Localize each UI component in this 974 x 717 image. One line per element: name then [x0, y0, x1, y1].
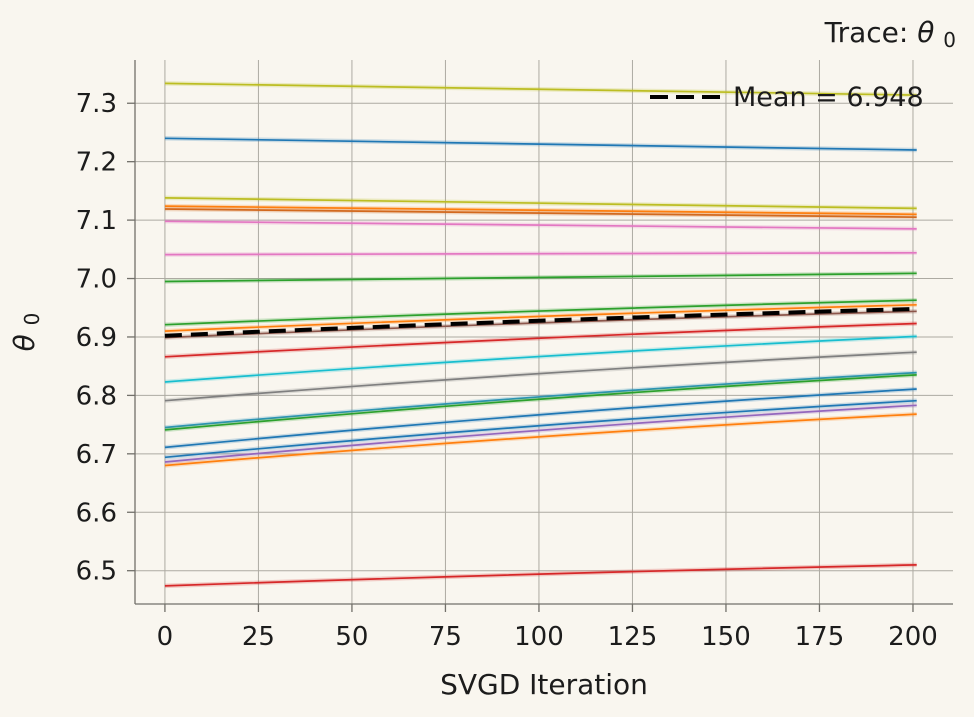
- y-tick-label: 6.5: [76, 557, 117, 587]
- plot-title-prefix: Trace:: [824, 16, 918, 49]
- y-tick-label: 6.8: [76, 381, 117, 411]
- trace-line: [164, 413, 917, 467]
- trace-line: [164, 205, 917, 216]
- y-tick-labels: 6.5 6.6 6.7 6.8 6.9 7.0 7.1 7.2 7.3: [76, 89, 117, 586]
- x-tick-label: 175: [795, 622, 845, 652]
- trace-line: [164, 272, 917, 283]
- x-tick-label: 200: [888, 622, 938, 652]
- mean-dashed-line: [164, 306, 917, 338]
- x-tick-label: 150: [701, 622, 751, 652]
- legend: Mean = 6.948: [650, 82, 924, 113]
- y-axis-label-symbol: θ: [8, 334, 41, 351]
- trace-line: [164, 399, 917, 459]
- trace-line: [164, 371, 917, 429]
- mean-line: [164, 306, 917, 338]
- trace-line: [164, 303, 917, 332]
- trace-line: [164, 351, 917, 402]
- trace-line: [164, 137, 917, 151]
- x-tick-marks: [164, 604, 914, 612]
- trace-line: [164, 374, 917, 431]
- x-tick-label: 75: [429, 622, 462, 652]
- x-tick-labels: 0 25 50 75 100 125 150 175 200: [157, 622, 938, 652]
- y-tick-label: 6.6: [76, 498, 117, 528]
- y-tick-label: 6.7: [76, 440, 117, 470]
- trace-line: [164, 82, 917, 96]
- y-tick-label: 7.1: [76, 206, 117, 236]
- x-tick-label: 0: [157, 622, 174, 652]
- trace-line: [164, 208, 917, 219]
- trace-line: [164, 251, 917, 256]
- y-tick-label: 7.0: [76, 265, 117, 295]
- trace-line: [164, 388, 917, 449]
- trace-line: [164, 299, 917, 326]
- y-gridlines: [135, 102, 953, 572]
- x-tick-label: 125: [608, 622, 658, 652]
- y-tick-label: 7.2: [76, 148, 117, 178]
- plot-title-symbol: θ: [917, 16, 934, 49]
- y-tick-marks: [127, 102, 135, 572]
- x-tick-label: 25: [242, 622, 275, 652]
- trace-line: [164, 564, 917, 587]
- trace-line: [164, 404, 917, 463]
- legend-label: Mean = 6.948: [733, 82, 924, 113]
- plot-title-subscript: 0: [943, 28, 956, 52]
- y-tick-label: 6.9: [76, 323, 117, 353]
- trace-line: [164, 335, 917, 383]
- trace-line: [164, 322, 917, 358]
- trace-lines: [164, 81, 917, 589]
- y-axis-label-subscript: 0: [20, 313, 44, 326]
- trace-line: [164, 220, 917, 230]
- y-tick-label: 7.3: [76, 89, 117, 119]
- plot-title: Trace: θ 0: [824, 16, 956, 52]
- x-tick-label: 100: [514, 622, 564, 652]
- y-axis-label: θ 0: [8, 313, 44, 352]
- trace-line: [164, 197, 917, 210]
- x-tick-label: 50: [335, 622, 368, 652]
- x-axis-label: SVGD Iteration: [440, 668, 648, 701]
